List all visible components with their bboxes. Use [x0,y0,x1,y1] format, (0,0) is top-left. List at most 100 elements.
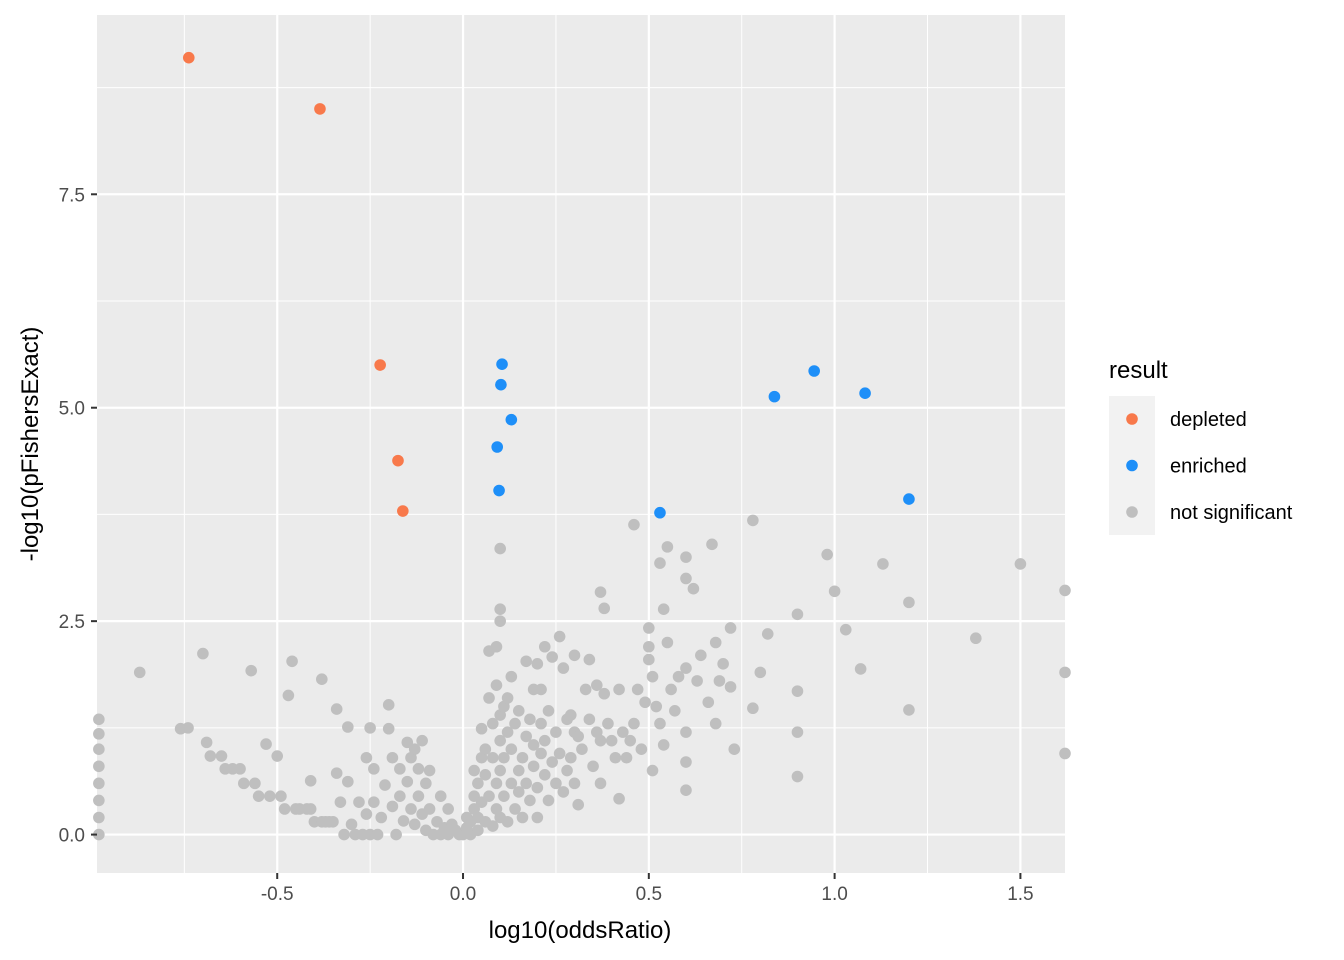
point-not-significant [498,751,510,764]
point-not-significant [345,818,358,831]
point-not-significant [791,770,804,783]
point-not-significant [416,734,428,747]
point-not-significant [501,692,514,704]
point-not-significant [728,743,741,756]
point-not-significant [330,703,343,715]
x-axis-title: log10(oddsRatio) [489,917,672,944]
point-not-significant [468,764,480,777]
point-not-significant [401,775,414,788]
point-not-significant [93,760,105,773]
point-not-significant [93,828,105,841]
point-not-significant [520,655,532,668]
y-tick-label: 0.0 [59,826,85,847]
point-not-significant [572,730,585,743]
point-not-significant [423,803,436,815]
point-not-significant [643,640,655,653]
legend-key-depleted [1126,413,1138,425]
point-not-significant [605,734,618,747]
plot-panel [97,15,1065,873]
point-not-significant [602,717,614,730]
point-depleted [314,103,326,115]
point-enriched [491,441,504,453]
legend-label-enriched: enriched [1170,456,1247,478]
point-not-significant [650,700,663,713]
point-not-significant [397,815,410,827]
point-depleted [397,505,409,517]
point-not-significant [1014,558,1027,570]
point-not-significant [93,713,105,726]
point-not-significant [133,666,146,679]
point-not-significant [342,775,354,788]
point-not-significant [494,615,506,627]
point-not-significant [691,675,703,687]
point-not-significant [408,743,421,756]
point-not-significant [620,751,633,764]
point-depleted [374,359,386,371]
point-not-significant [828,585,841,598]
point-not-significant [286,655,298,668]
point-not-significant [494,603,506,615]
point-enriched [505,413,518,426]
point-not-significant [505,670,518,683]
point-not-significant [475,722,488,735]
point-not-significant [717,658,729,670]
minor-gridlines [97,15,1065,873]
point-not-significant [568,777,581,790]
point-not-significant [791,726,804,738]
point-not-significant [520,777,532,790]
x-tick-label: -0.5 [261,884,294,905]
x-tick-label: 0.5 [636,884,662,905]
point-not-significant [654,557,666,569]
point-not-significant [505,777,518,790]
point-not-significant [839,623,852,636]
point-not-significant [505,743,518,756]
point-not-significant [598,687,611,700]
point-not-significant [546,651,559,663]
x-axis-ticks: -0.5 0.0 0.5 1.0 1.5 [261,873,1034,905]
point-not-significant [263,790,276,802]
point-not-significant [360,808,373,820]
point-not-significant [680,551,692,563]
point-not-significant [379,779,391,791]
point-not-significant [583,713,596,726]
point-not-significant [93,777,105,790]
point-not-significant [490,640,503,653]
point-not-significant [643,653,655,666]
point-not-significant [524,794,536,807]
point-not-significant [423,764,436,777]
point-not-significant [434,790,447,802]
point-not-significant [412,790,425,802]
point-not-significant [200,736,213,749]
point-not-significant [494,542,506,555]
point-not-significant [661,636,674,649]
point-not-significant [706,538,718,551]
point-not-significant [401,736,414,749]
point-not-significant [546,756,559,768]
point-not-significant [204,750,217,762]
y-tick-label: 7.5 [59,185,85,206]
point-not-significant [93,794,105,807]
point-depleted [182,51,195,64]
point-not-significant [382,699,395,711]
point-not-significant [709,717,722,730]
point-not-significant [550,726,562,738]
point-not-significant [353,796,365,808]
point-not-significant [524,713,536,726]
point-not-significant [271,750,284,762]
point-not-significant [628,518,640,531]
point-not-significant [386,751,399,764]
point-not-significant [572,798,585,811]
point-not-significant [1059,584,1071,597]
point-not-significant [498,790,510,802]
point-not-significant [821,548,833,561]
point-not-significant [234,763,246,775]
point-not-significant [754,666,767,679]
point-not-significant [680,572,692,585]
point-not-significant [512,764,525,777]
point-not-significant [368,763,380,775]
point-not-significant [590,679,603,691]
point-not-significant [486,717,499,730]
point-not-significant [568,649,581,662]
point-not-significant [531,658,544,670]
